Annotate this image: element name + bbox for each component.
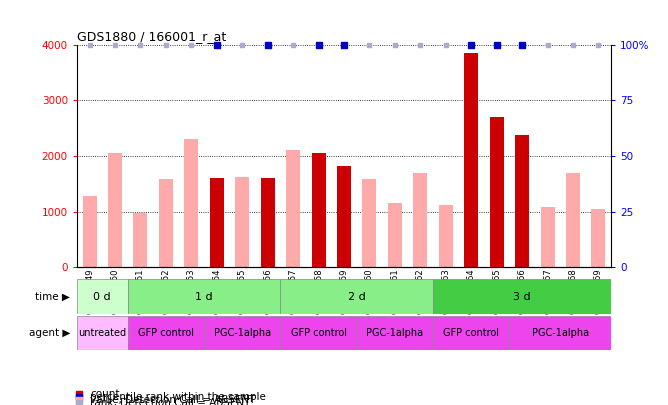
Bar (235, 177, 249, 267)
Bar (204, 316, 281, 350)
Text: value, Detection Call = ABSENT: value, Detection Call = ABSENT (90, 395, 256, 405)
Text: 2 d: 2 d (348, 292, 365, 302)
Bar (134, 213, 148, 267)
Bar (515, 135, 529, 267)
Bar (128, 279, 281, 314)
Text: 1 d: 1 d (195, 292, 213, 302)
Bar (159, 179, 173, 267)
Bar (281, 316, 357, 350)
Text: 3 d: 3 d (513, 292, 531, 302)
Text: GFP control: GFP control (291, 328, 347, 338)
Bar (433, 279, 611, 314)
Bar (591, 209, 605, 267)
Bar (281, 279, 433, 314)
Bar (77, 316, 128, 350)
Bar (510, 316, 611, 350)
Text: time ▶: time ▶ (35, 292, 70, 302)
Bar (363, 179, 377, 267)
Text: PGC-1alpha: PGC-1alpha (214, 328, 271, 338)
Text: GDS1880 / 166001_r_at: GDS1880 / 166001_r_at (77, 30, 226, 43)
Text: agent ▶: agent ▶ (29, 328, 70, 338)
Bar (439, 205, 453, 267)
Bar (388, 202, 402, 267)
Bar (337, 166, 351, 267)
Text: percentile rank within the sample: percentile rank within the sample (90, 392, 266, 403)
Text: PGC-1alpha: PGC-1alpha (366, 328, 424, 338)
Bar (128, 316, 204, 350)
Bar (413, 173, 428, 267)
Bar (357, 316, 433, 350)
Bar (83, 196, 97, 267)
Bar (77, 279, 128, 314)
Bar (566, 173, 580, 267)
Bar (540, 207, 554, 267)
Text: untreated: untreated (78, 328, 126, 338)
Text: PGC-1alpha: PGC-1alpha (532, 328, 589, 338)
Text: GFP control: GFP control (138, 328, 194, 338)
Bar (184, 139, 198, 267)
Bar (210, 178, 224, 267)
Text: rank, Detection Call = ABSENT: rank, Detection Call = ABSENT (90, 399, 250, 405)
Text: 0 d: 0 d (94, 292, 111, 302)
Text: GFP control: GFP control (444, 328, 499, 338)
Bar (433, 316, 510, 350)
Bar (261, 178, 275, 267)
Text: count: count (90, 389, 120, 399)
Bar (311, 153, 325, 267)
Bar (286, 150, 300, 267)
Bar (108, 153, 122, 267)
Bar (464, 53, 478, 267)
Bar (490, 117, 504, 267)
